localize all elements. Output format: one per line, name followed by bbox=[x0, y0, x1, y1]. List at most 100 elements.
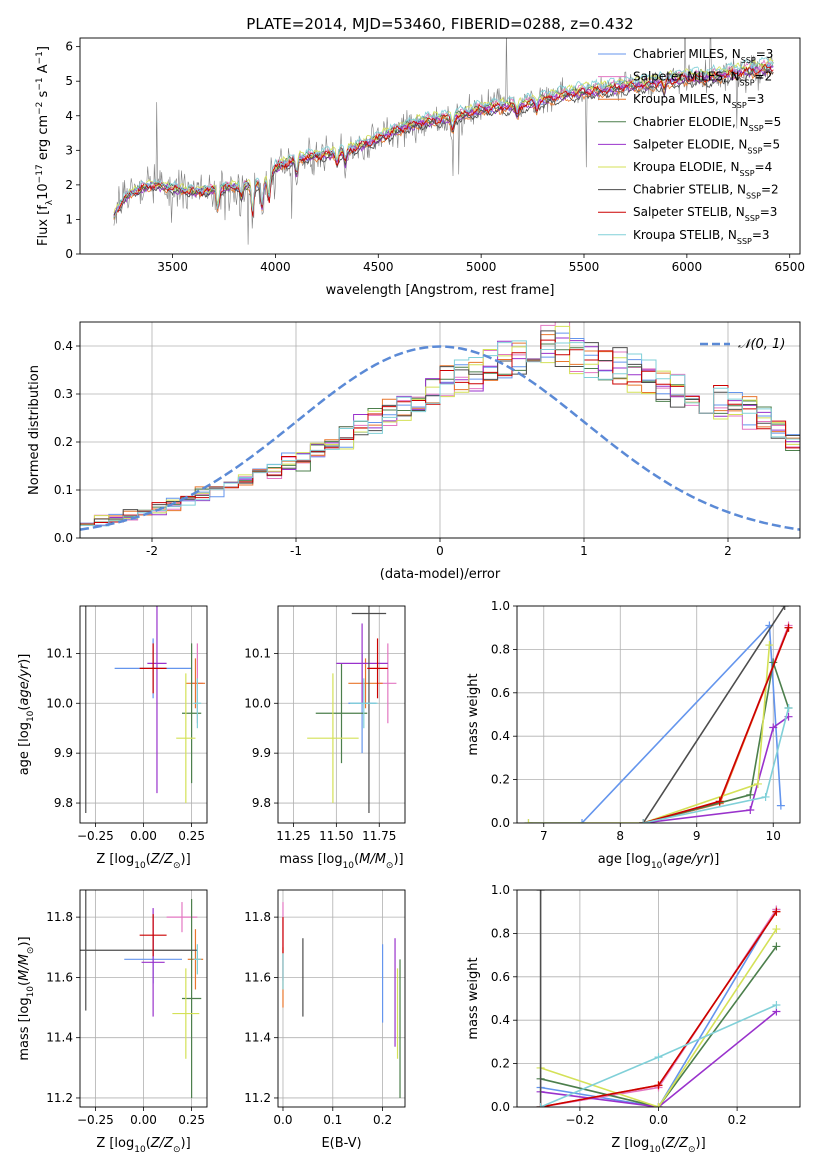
x-tick-label: 0.2 bbox=[373, 1113, 392, 1127]
legend-label: Kroupa STELIB, NSSP=3 bbox=[633, 228, 770, 246]
x-axis-label: Z [log10(Z/Z⊙)] bbox=[96, 852, 190, 871]
y-axis-label: mass weight bbox=[466, 957, 481, 1039]
x-axis-label: Z [log10(Z/Z⊙)] bbox=[611, 1136, 705, 1155]
y-tick-label: 9.8 bbox=[54, 796, 73, 810]
weight-marker bbox=[578, 819, 587, 823]
histogram-9 bbox=[80, 340, 800, 538]
weight-marker bbox=[746, 790, 755, 799]
y-tick-label: 11.4 bbox=[244, 1031, 271, 1045]
y-tick-label: 0.0 bbox=[491, 816, 510, 830]
x-axis-label: E(B-V) bbox=[321, 1136, 361, 1151]
model-line-8 bbox=[113, 63, 774, 217]
x-tick-label: 0.0 bbox=[273, 1113, 292, 1127]
axes-frame bbox=[79, 321, 801, 539]
x-axis-label: Z [log10(Z/Z⊙)] bbox=[96, 1136, 190, 1155]
errorbars bbox=[282, 902, 401, 1098]
x-tick-label: 0.1 bbox=[323, 1113, 342, 1127]
x-tick-label: -1 bbox=[290, 544, 302, 558]
histogram-8 bbox=[80, 339, 800, 538]
axes-frame bbox=[79, 605, 208, 824]
x-tick-label: 5500 bbox=[569, 260, 600, 274]
errorbars bbox=[80, 890, 204, 1098]
weight-line-4 bbox=[540, 945, 778, 1107]
legend-label: Chabrier STELIB, NSSP=2 bbox=[633, 183, 779, 201]
y-tick-label: 0.3 bbox=[54, 387, 73, 401]
y-tick-label: 11.6 bbox=[244, 970, 271, 984]
weight-marker bbox=[765, 641, 774, 650]
x-tick-label: 11.25 bbox=[276, 829, 310, 843]
y-tick-label: 0 bbox=[65, 247, 73, 261]
x-tick-label: −0.25 bbox=[77, 829, 114, 843]
axes-frame bbox=[79, 37, 801, 255]
x-tick-label: 6500 bbox=[774, 260, 805, 274]
axes-frame bbox=[277, 605, 406, 824]
y-tick-label: 5 bbox=[65, 74, 73, 88]
weight-marker bbox=[639, 819, 648, 823]
x-tick-label: 7 bbox=[540, 829, 548, 843]
weight-marker bbox=[772, 907, 781, 916]
x-tick-label: 0.00 bbox=[130, 829, 157, 843]
y-tick-label: 9.9 bbox=[54, 746, 73, 760]
legend-label: Kroupa ELODIE, NSSP=4 bbox=[633, 160, 772, 178]
x-axis-label: age [log10(age/yr)] bbox=[598, 852, 720, 871]
weight-marker bbox=[654, 1053, 663, 1062]
y-axis-label: mass [log10(M/M⊙)] bbox=[17, 936, 36, 1060]
weight-line-7 bbox=[642, 606, 786, 823]
x-tick-label: 0.2 bbox=[728, 1113, 747, 1127]
x-tick-label: 0.25 bbox=[178, 1113, 205, 1127]
legend-label: 𝒩(0, 1) bbox=[738, 337, 785, 352]
x-tick-label: 1 bbox=[580, 544, 588, 558]
weight-lines bbox=[524, 606, 793, 823]
model-line-9 bbox=[113, 56, 774, 218]
weight-marker bbox=[772, 942, 781, 951]
y-tick-label: 9.9 bbox=[252, 746, 271, 760]
weight-marker bbox=[746, 805, 755, 814]
weight-marker bbox=[753, 779, 762, 788]
weight-marker bbox=[772, 1001, 781, 1010]
x-tick-label: 0.0 bbox=[649, 1113, 668, 1127]
y-tick-label: 0.0 bbox=[491, 1100, 510, 1114]
y-axis-label: Normed distribution bbox=[27, 365, 42, 495]
axes-frame bbox=[516, 889, 801, 1108]
y-tick-label: 11.4 bbox=[46, 1031, 73, 1045]
weight-line-5 bbox=[643, 716, 789, 823]
weight-marker bbox=[715, 797, 724, 806]
axes-frame bbox=[516, 605, 801, 824]
errorbars bbox=[85, 606, 206, 814]
spectrum-legend: Chabrier MILES, NSSP=3 Salpeter MILES, NS… bbox=[598, 47, 781, 245]
mass-vs-EBV-panel: 0.0 0.1 0.2 11.2 11.4 11.6 11.8 E(B-V) bbox=[244, 889, 406, 1151]
axes-frame bbox=[277, 889, 406, 1108]
x-axis-label: mass [log10(M/M⊙)] bbox=[279, 852, 403, 871]
weight-line-9 bbox=[643, 707, 790, 823]
y-tick-label: 11.6 bbox=[46, 970, 73, 984]
y-tick-label: 10.0 bbox=[244, 696, 271, 710]
x-tick-label: 8 bbox=[616, 829, 624, 843]
weight-line-5 bbox=[540, 1010, 777, 1107]
axes-frame bbox=[79, 889, 208, 1108]
weight-marker bbox=[536, 1103, 545, 1107]
spectrum-data bbox=[113, 38, 774, 245]
age-vs-Z-panel: −0.25 0.00 0.25 9.8 9.9 10.0 10.1 Z [log10(Z/Z⊙… bbox=[17, 605, 208, 871]
x-axis-label: wavelength [Angstrom, rest frame] bbox=[326, 283, 555, 298]
y-tick-label: 11.8 bbox=[244, 910, 271, 924]
x-tick-label: 11.75 bbox=[362, 829, 396, 843]
weight-marker bbox=[784, 703, 793, 712]
x-tick-label: 0.00 bbox=[130, 1113, 157, 1127]
legend-label: Chabrier MILES, NSSP=3 bbox=[633, 47, 773, 65]
x-tick-label: 11.50 bbox=[319, 829, 353, 843]
weight-line-6 bbox=[528, 645, 771, 823]
y-tick-label: 11.2 bbox=[46, 1091, 73, 1105]
age-vs-mass-panel: 11.25 11.50 11.75 9.8 9.9 10.0 10.1 mass [log10… bbox=[244, 605, 406, 871]
y-tick-label: 11.8 bbox=[46, 910, 73, 924]
weight-lines bbox=[536, 890, 781, 1107]
x-tick-label: 6000 bbox=[672, 260, 703, 274]
weight-marker bbox=[524, 819, 533, 823]
x-tick-label: 4000 bbox=[260, 260, 291, 274]
y-tick-label: 10.1 bbox=[244, 646, 271, 660]
histogram-4 bbox=[80, 343, 800, 538]
legend-label: Salpeter STELIB, NSSP=3 bbox=[633, 205, 777, 223]
weight-marker bbox=[769, 723, 778, 732]
y-tick-label: 10.1 bbox=[46, 646, 73, 660]
